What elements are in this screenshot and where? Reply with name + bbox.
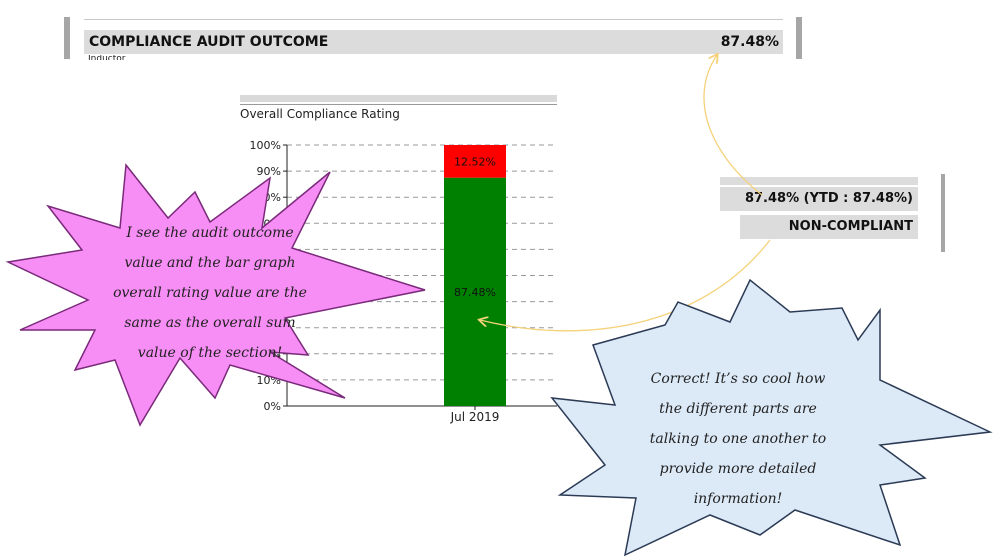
status-percent: 87.48% (YTD : 87.48%): [720, 187, 918, 211]
pink-callout-text: I see the audit outcome value and the ba…: [113, 225, 307, 361]
outcome-label: COMPLIANCE AUDIT OUTCOME: [89, 34, 329, 50]
blue-callout-text: Correct! It’s so cool how the different …: [649, 371, 827, 507]
arrow-to-bar: [480, 239, 771, 332]
bar-segment: [444, 177, 506, 406]
status-header-bar: [720, 177, 918, 185]
y-tick-label: 0%: [264, 400, 281, 413]
chart-header-band: [240, 95, 557, 102]
chart-header-line: [240, 104, 557, 105]
bar-segment: [444, 145, 506, 178]
bar-data-label: 87.48%: [454, 286, 496, 299]
y-tick-label: 100%: [250, 139, 281, 152]
outcome-left-border: [64, 17, 70, 59]
outcome-right-border: [796, 17, 802, 59]
x-tick-label: Jul 2019: [450, 410, 500, 424]
outcome-top-line: [84, 19, 783, 20]
status-right-border: [941, 174, 945, 252]
arrow-to-outcome: [703, 55, 763, 196]
compliance-audit-outcome-bar: COMPLIANCE AUDIT OUTCOME 87.48%: [84, 30, 783, 54]
bar-data-label: 12.52%: [454, 155, 496, 168]
blue-starburst: [550, 278, 993, 557]
pink-starburst: [5, 163, 426, 427]
outcome-sublabel: Inductor: [88, 55, 126, 60]
status-verdict: NON-COMPLIANT: [740, 215, 918, 239]
y-tick-label: 90%: [257, 165, 281, 178]
outcome-value: 87.48%: [720, 34, 779, 50]
chart-title: Overall Compliance Rating: [240, 107, 400, 121]
